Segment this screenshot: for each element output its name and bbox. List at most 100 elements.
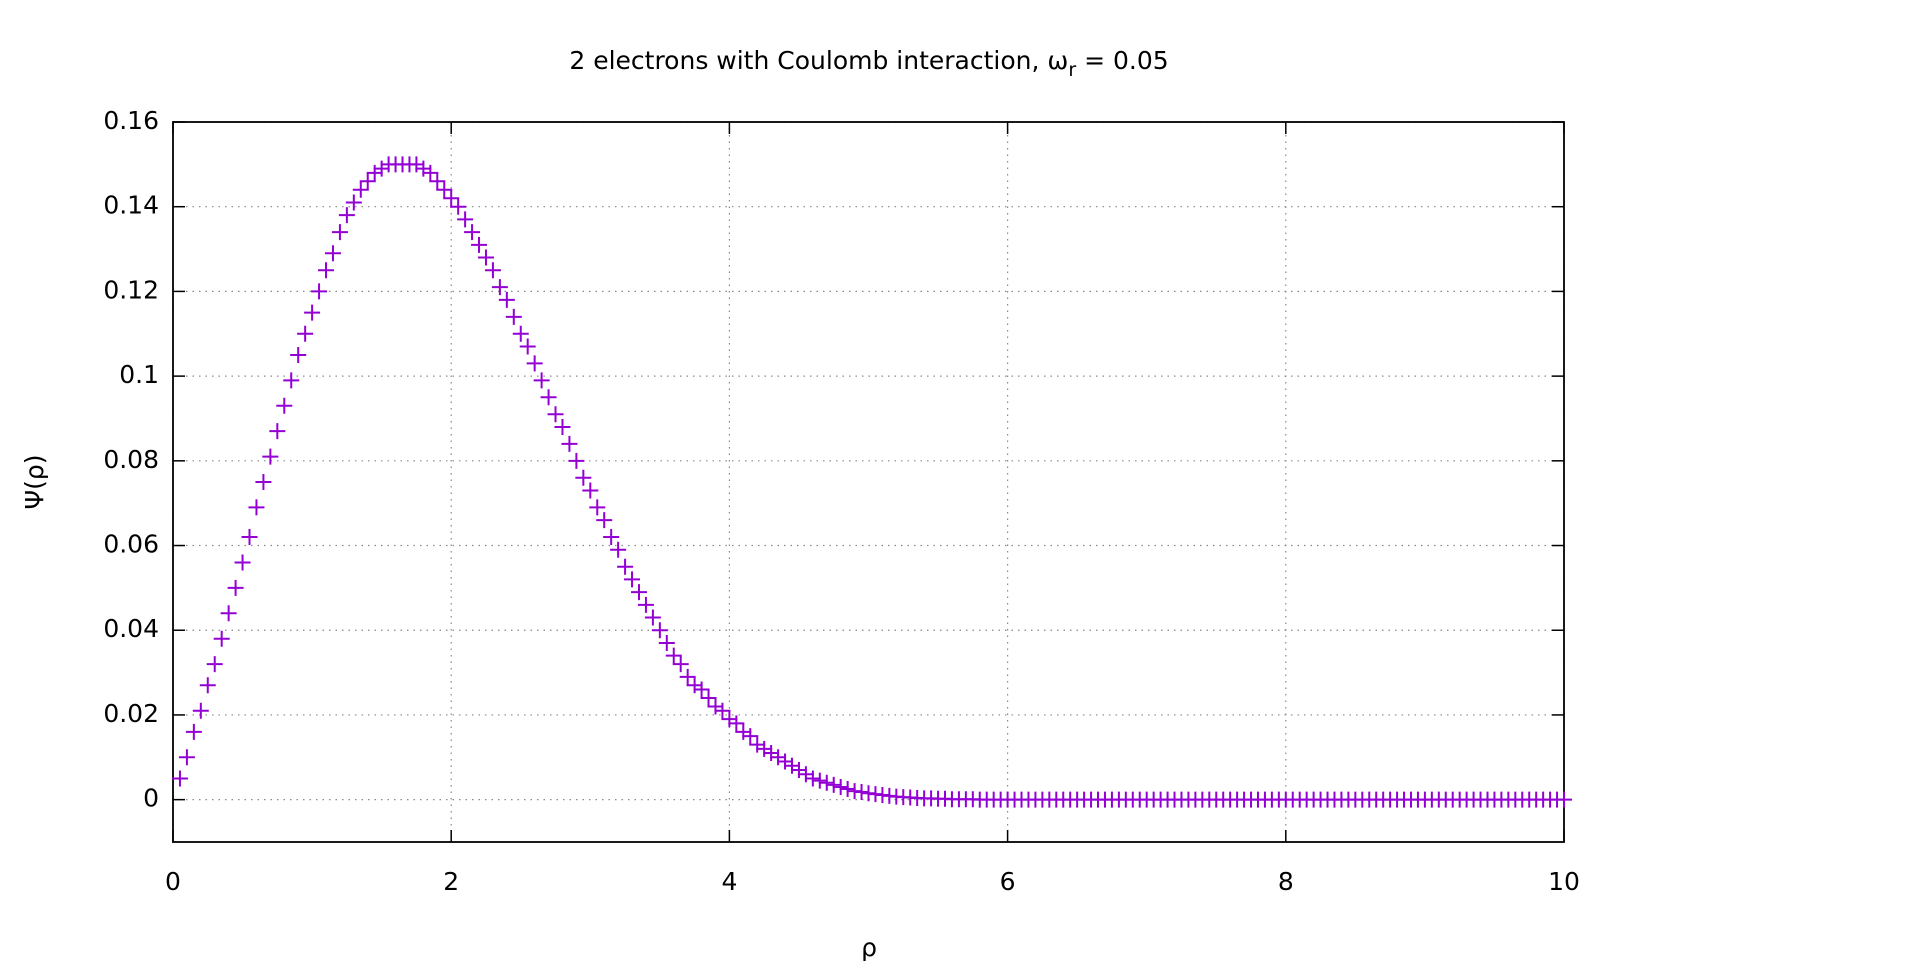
point	[533, 372, 550, 389]
point	[255, 474, 272, 490]
point	[436, 181, 453, 198]
point	[408, 156, 425, 173]
point	[644, 609, 661, 626]
point	[582, 482, 599, 499]
point	[770, 749, 787, 766]
point	[471, 236, 488, 253]
y-tick-label: 0.04	[103, 614, 159, 643]
point	[749, 736, 766, 753]
point	[283, 372, 300, 389]
point	[491, 279, 508, 296]
point	[241, 529, 258, 546]
point	[505, 308, 522, 325]
y-axis-label: Ψ(ρ)	[20, 454, 49, 509]
point	[617, 558, 634, 575]
point	[742, 728, 759, 745]
point	[512, 325, 529, 342]
point	[192, 702, 209, 719]
point	[637, 596, 654, 613]
title-text: 2 electrons with Coulomb interaction, ω	[569, 46, 1068, 75]
point	[547, 406, 564, 423]
point	[790, 762, 807, 778]
point	[373, 160, 390, 177]
chart-title: 2 electrons with Coulomb interaction, ωr…	[569, 46, 1168, 81]
point	[213, 630, 230, 647]
point	[700, 690, 717, 706]
point	[422, 164, 439, 181]
point	[199, 677, 216, 694]
point	[651, 622, 668, 639]
point	[568, 452, 585, 469]
y-tick-label: 0.12	[103, 275, 159, 304]
y-tick-label: 0.06	[103, 530, 159, 559]
point	[352, 181, 369, 198]
point	[415, 160, 432, 177]
point	[1556, 791, 1572, 808]
x-tick-label: 6	[1000, 867, 1016, 896]
point	[589, 499, 606, 516]
point	[227, 579, 244, 596]
point	[561, 435, 578, 452]
point	[262, 448, 279, 465]
x-tick-label: 2	[443, 867, 459, 896]
point	[825, 776, 842, 793]
point	[811, 772, 828, 789]
point	[714, 702, 731, 719]
x-axis-label: ρ	[861, 933, 877, 961]
point	[297, 325, 314, 342]
point	[610, 541, 627, 558]
x-tick-label: 10	[1548, 867, 1580, 896]
point	[818, 774, 835, 791]
point	[338, 207, 355, 224]
title-subscript: r	[1068, 59, 1076, 81]
point	[171, 770, 188, 787]
point	[658, 634, 675, 651]
y-tick-label: 0	[143, 784, 159, 813]
point	[735, 723, 752, 740]
point	[276, 397, 293, 414]
point	[519, 338, 536, 355]
point	[853, 784, 870, 801]
point	[630, 584, 647, 601]
point	[429, 173, 446, 190]
point	[797, 766, 814, 783]
point	[318, 262, 335, 279]
point	[832, 778, 849, 795]
y-tick-label: 0.16	[103, 106, 159, 135]
point	[331, 224, 348, 241]
point	[464, 224, 481, 241]
point	[686, 677, 703, 694]
point	[603, 529, 620, 546]
y-tick-label: 0.02	[103, 699, 159, 728]
point	[248, 499, 265, 516]
x-tick-label: 8	[1278, 867, 1294, 896]
point	[498, 291, 515, 308]
point	[484, 262, 501, 279]
point	[679, 668, 696, 685]
point	[477, 249, 494, 266]
point	[234, 554, 251, 571]
point	[185, 723, 202, 740]
point	[304, 304, 321, 321]
point	[366, 164, 383, 181]
x-tick-label: 4	[721, 867, 737, 896]
point	[290, 346, 307, 363]
plot-frame	[172, 121, 1565, 843]
point	[756, 740, 773, 757]
point	[728, 715, 745, 732]
point	[526, 355, 543, 372]
point	[324, 245, 341, 262]
point	[777, 753, 794, 770]
point	[311, 283, 328, 300]
point	[721, 711, 738, 728]
y-tick-label: 0.1	[119, 360, 159, 389]
point	[269, 423, 286, 440]
point	[763, 745, 780, 762]
y-tick-label: 0.08	[103, 445, 159, 474]
point	[457, 211, 474, 228]
point	[206, 656, 223, 673]
point	[783, 757, 800, 774]
point	[804, 770, 821, 787]
y-tick-label: 0.14	[103, 191, 159, 220]
